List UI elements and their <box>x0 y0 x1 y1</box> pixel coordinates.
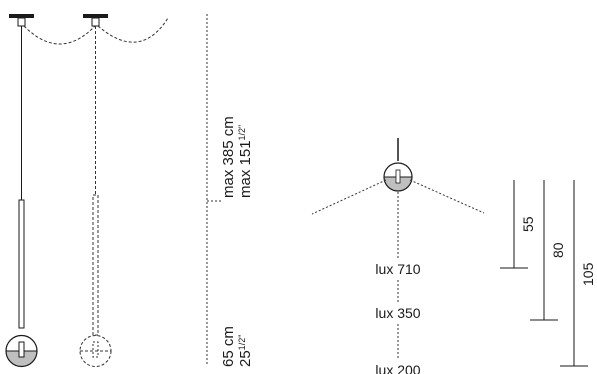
svg-text:max 1511/2": max 1511/2" <box>237 125 254 198</box>
beam-diameter-label: 55 <box>520 216 536 232</box>
height-dimension <box>206 14 222 366</box>
lamp-rod-icon <box>18 199 25 329</box>
svg-text:105: 105 <box>580 262 596 286</box>
pendant-fixed <box>5 14 38 368</box>
svg-text:max 385 cm: max 385 cm <box>220 116 237 198</box>
lux-label: lux 710 <box>375 261 420 277</box>
svg-text:80: 80 <box>550 242 566 258</box>
svg-text:65 cm: 65 cm <box>220 326 237 367</box>
lux-levels: lux 710 lux 350 lux 200 <box>366 258 432 374</box>
beam-diameter-label: 80 <box>550 242 566 258</box>
beam-spread-lines <box>311 179 485 374</box>
svg-text:251/2": 251/2" <box>237 335 254 367</box>
min-length-inch-label: 251/2" <box>237 335 254 367</box>
ceiling-canopy-icon <box>83 14 108 18</box>
beam-lamp-icon <box>383 138 413 192</box>
max-length-inch-label: max 1511/2" <box>237 125 254 198</box>
min-length-label: 65 cm <box>220 326 237 367</box>
ceiling-canopy-icon <box>9 14 34 18</box>
canopy-stem-icon <box>17 17 26 27</box>
lux-label: lux 200 <box>375 362 420 374</box>
lux-label: lux 350 <box>375 305 420 321</box>
svg-text:55: 55 <box>520 216 536 232</box>
cable-swing-arcs <box>23 17 169 45</box>
beam-diameter-label: 105 <box>580 262 596 286</box>
max-length-label: max 385 cm <box>220 116 237 198</box>
pendant-lamp-icon <box>5 334 38 368</box>
beam-diameter-scale <box>500 180 588 367</box>
pendant-adjustable <box>79 14 112 367</box>
pendant-lamp-ghost-icon <box>79 335 112 367</box>
lamp-rod-icon <box>92 194 99 336</box>
canopy-stem-icon <box>91 17 100 27</box>
